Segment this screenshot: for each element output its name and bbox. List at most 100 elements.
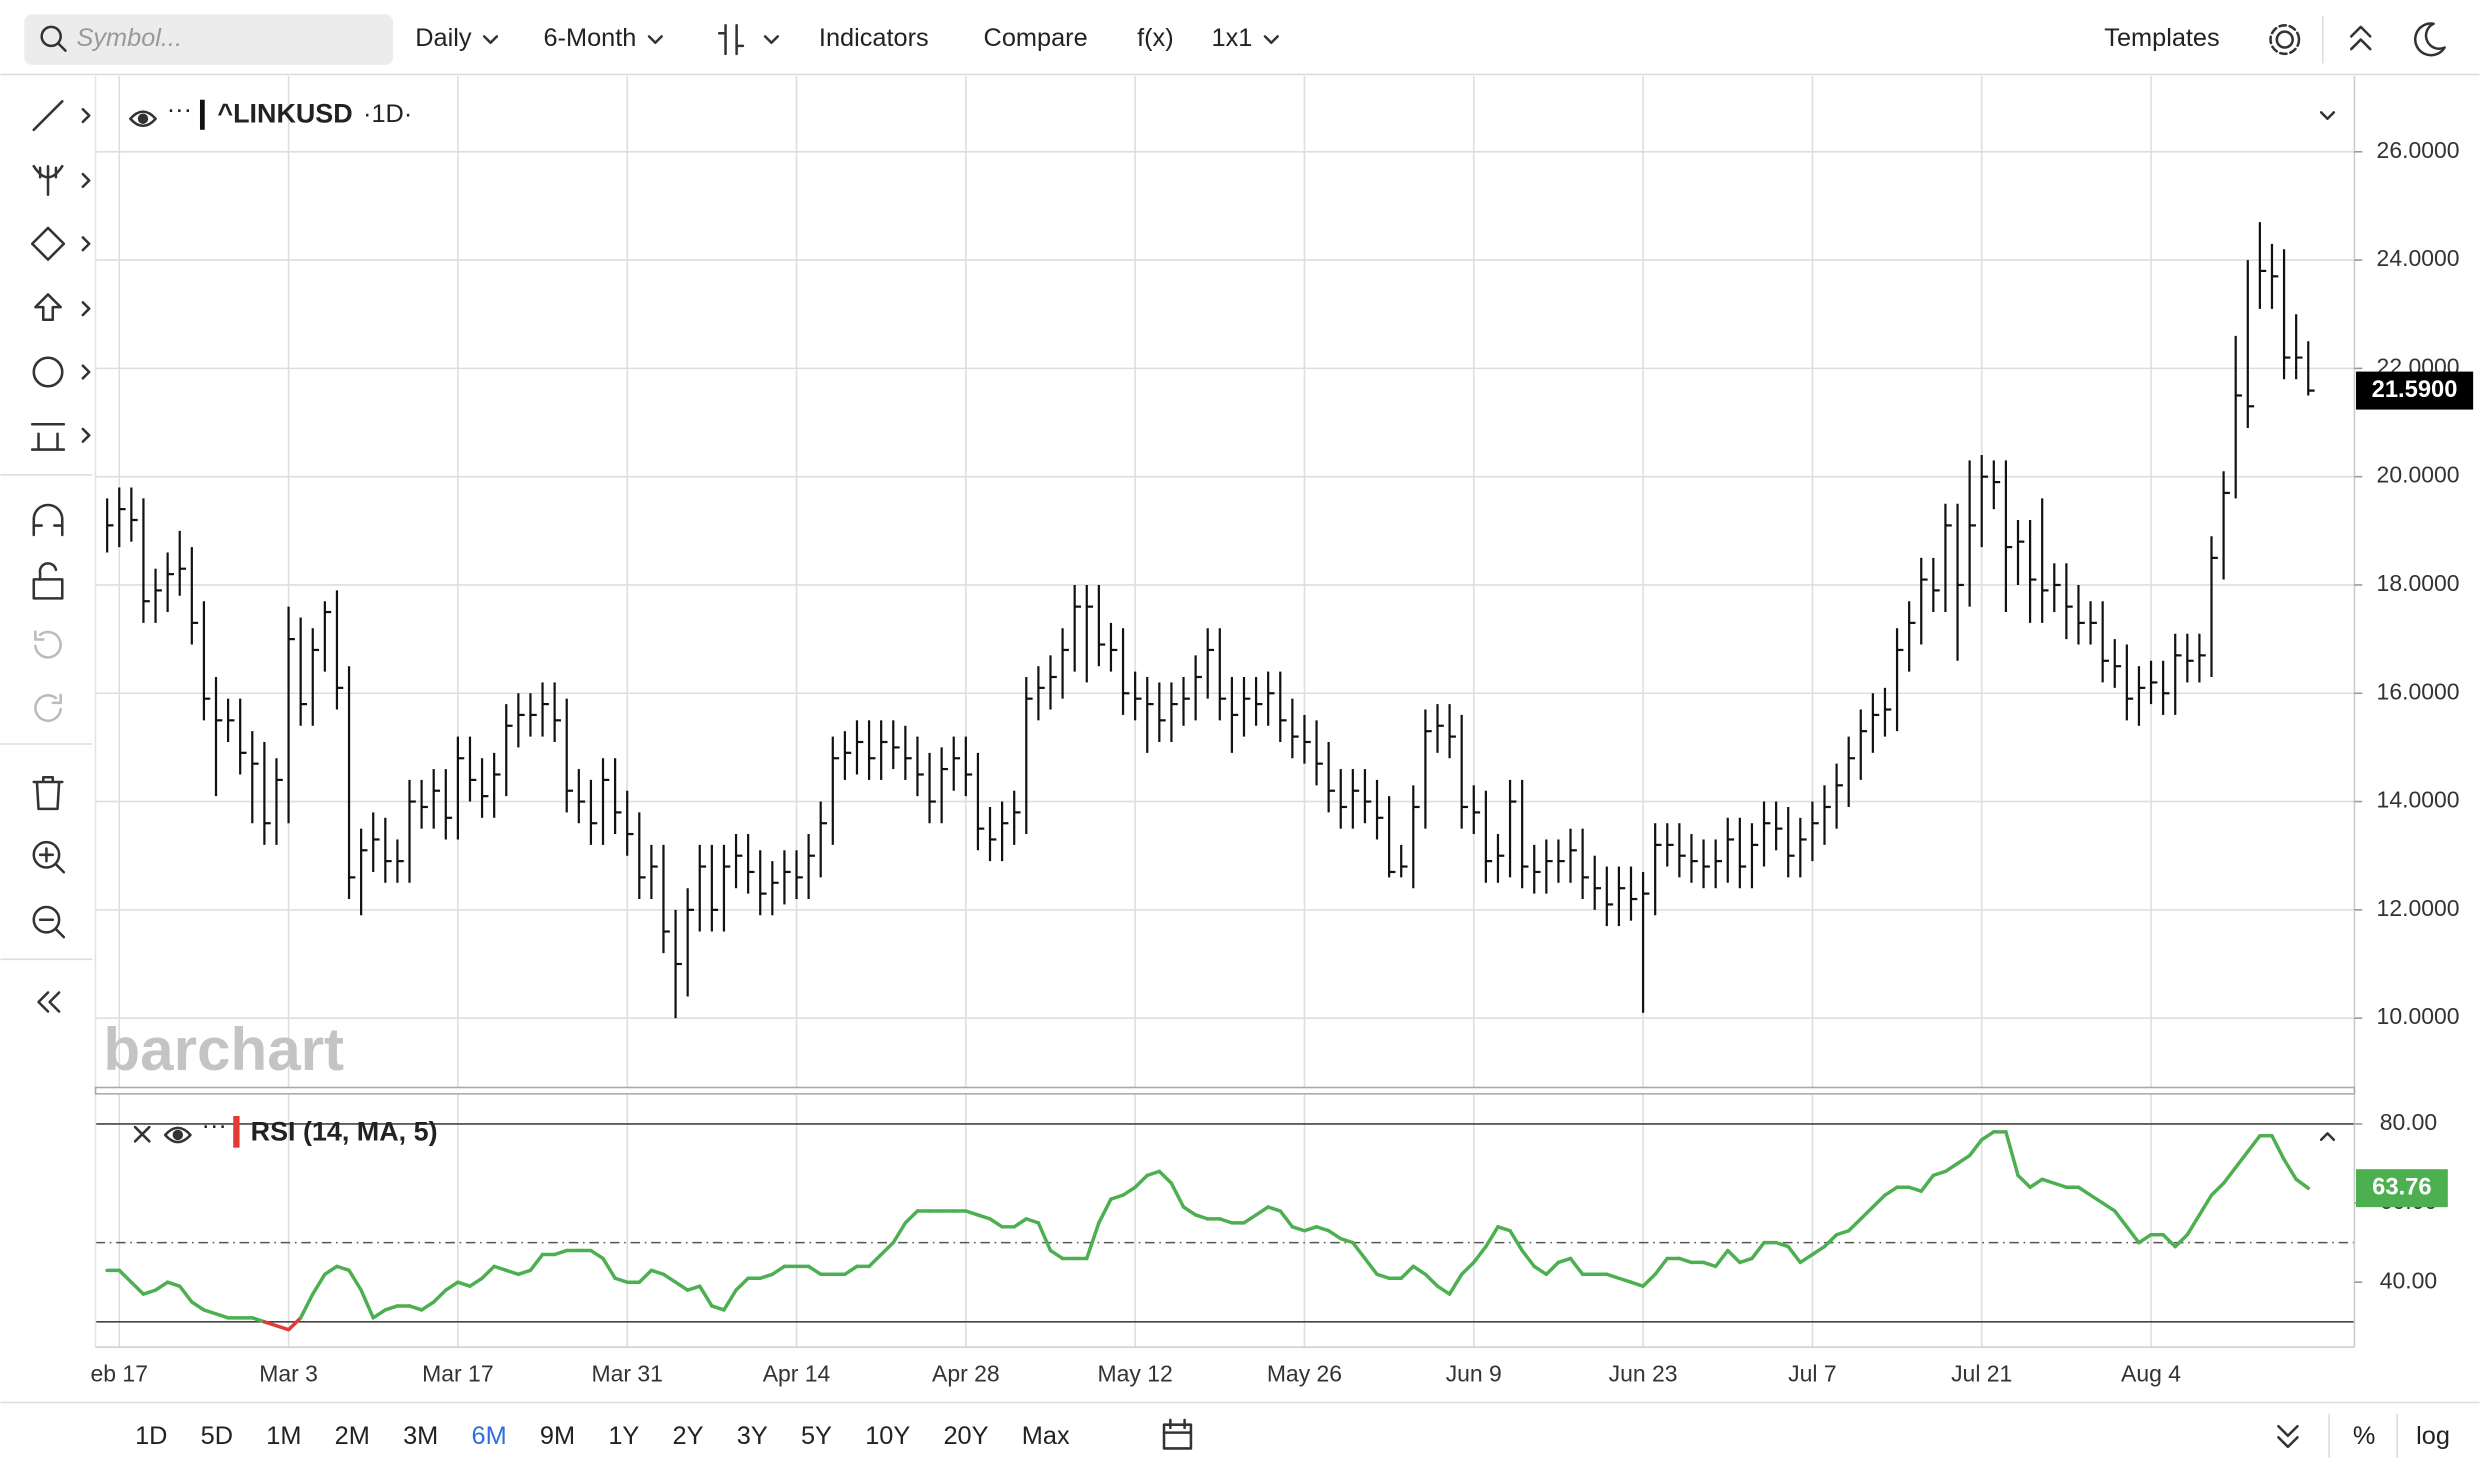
toolbar-button[interactable]: 1x1 (1212, 24, 1253, 52)
arrow-tool[interactable] (34, 293, 62, 322)
range-button[interactable]: 9M (540, 1422, 575, 1450)
rsi-segment (589, 1248, 605, 1261)
rsi-segment (1423, 1272, 1440, 1288)
range-button[interactable]: 1D (135, 1422, 167, 1450)
range-button[interactable]: 20Y (943, 1422, 988, 1450)
visibility-icon[interactable] (163, 1126, 192, 1144)
rsi-segment (673, 1280, 690, 1292)
search-placeholder: Symbol... (77, 24, 183, 52)
rsi-segment (1242, 1213, 1258, 1225)
toolbar-button[interactable]: Indicators (819, 24, 929, 52)
collapse-icon[interactable] (2349, 25, 2372, 51)
rsi-segment (2294, 1177, 2310, 1190)
range-button[interactable]: 2M (335, 1422, 370, 1450)
visibility-icon[interactable] (129, 110, 157, 128)
y-tick-label: 20.0000 (2377, 462, 2460, 488)
rsi-segment (1181, 1205, 1198, 1217)
rsi-segment (141, 1288, 158, 1296)
range-button[interactable]: Max (1022, 1422, 1070, 1450)
rsi-segment (613, 1276, 629, 1284)
rsi-segment (1302, 1225, 1319, 1233)
toolbar-button[interactable]: Daily (415, 24, 472, 52)
rsi-segment (504, 1268, 521, 1277)
last-price-label: 21.5900 (2372, 377, 2458, 403)
bar-type-icon[interactable] (717, 24, 780, 56)
range-button[interactable]: 1M (266, 1422, 301, 1450)
range-button[interactable]: 3Y (737, 1422, 768, 1450)
redo[interactable] (34, 693, 62, 722)
rsi-segment (2088, 1193, 2105, 1205)
rsi-segment (867, 1252, 883, 1269)
rsi-segment (165, 1280, 182, 1288)
range-button[interactable]: 5Y (801, 1422, 832, 1450)
lock-tool[interactable] (32, 578, 64, 600)
undo[interactable] (34, 630, 62, 659)
rsi-segment (1568, 1256, 1585, 1277)
settings-icon[interactable] (2269, 24, 2301, 56)
rsi-segment (468, 1276, 484, 1288)
rsi-segment (976, 1213, 992, 1221)
range-button[interactable]: 2Y (673, 1422, 704, 1450)
rsi-segment (1375, 1272, 1391, 1280)
rsi-segment (1048, 1248, 1065, 1261)
log-toggle[interactable]: log (2416, 1422, 2450, 1450)
rsi-segment (1955, 1153, 1972, 1166)
collapse-pane[interactable] (2319, 1132, 2336, 1142)
templates-button[interactable]: Templates (2104, 24, 2219, 52)
remove-indicator[interactable] (133, 1125, 151, 1143)
range-bar: 1D 5D 1M 2M 3M 6M 9M 1Y 2Y 3Y 5Y 10Y 20Y Max (135, 1422, 1070, 1450)
x-tick-label: Apr 28 (932, 1361, 1000, 1387)
rsi-segment (323, 1264, 339, 1277)
rsi-segment (758, 1272, 775, 1280)
measure-tool[interactable] (30, 422, 66, 451)
expand-icon[interactable] (2277, 1424, 2299, 1449)
percent-toggle[interactable]: % (2353, 1422, 2376, 1450)
zoom-in[interactable] (32, 840, 61, 869)
range-button[interactable]: 6M (472, 1422, 507, 1450)
rsi-segment (1036, 1221, 1053, 1253)
rsi-segment (250, 1316, 267, 1324)
lock-tool[interactable] (38, 562, 58, 581)
rsi-segment (1254, 1205, 1270, 1217)
rsi-segment (1544, 1260, 1561, 1277)
rsi-segment (601, 1256, 617, 1280)
collapse-pane[interactable] (2319, 111, 2336, 120)
magnet-tool[interactable] (32, 503, 64, 537)
rsi-segment (1157, 1169, 1174, 1186)
zoom-out[interactable] (32, 905, 61, 934)
sidebar (30, 100, 91, 1013)
more-menu[interactable]: ··· (202, 1112, 227, 1140)
range-button[interactable]: 1Y (608, 1422, 639, 1450)
range-button[interactable]: 5D (201, 1422, 233, 1450)
indicator-name: RSI (14, MA, 5) (251, 1117, 438, 1147)
rsi-segment (649, 1268, 666, 1277)
toolbar-button[interactable]: f(x) (1137, 24, 1174, 52)
rsi-segment (407, 1304, 424, 1312)
fork-tool[interactable] (32, 164, 64, 196)
rsi-segment (1859, 1205, 1875, 1221)
dark-mode-icon[interactable] (2414, 22, 2446, 57)
line-tool[interactable] (32, 100, 64, 132)
rsi-segment (1713, 1248, 1730, 1269)
more-menu[interactable]: ··· (167, 95, 192, 123)
collapse-sidebar[interactable] (37, 991, 61, 1013)
search-box[interactable] (24, 14, 394, 65)
rsi-segment (2052, 1181, 2069, 1189)
toolbar-button[interactable]: 6-Month (543, 24, 636, 52)
shape-tool[interactable] (30, 226, 66, 261)
delete-tool[interactable] (32, 775, 64, 811)
range-button[interactable]: 10Y (865, 1422, 910, 1450)
rsi-segment (1085, 1221, 1101, 1261)
note-tool[interactable] (32, 356, 64, 388)
calendar-icon[interactable] (1162, 1418, 1193, 1450)
rsi-segment (117, 1268, 134, 1284)
toolbar-button[interactable]: Compare (984, 24, 1088, 52)
rsi-segment (1617, 1276, 1633, 1284)
rsi-segment (1774, 1240, 1790, 1249)
x-tick-label: Jul 21 (1951, 1361, 2012, 1387)
rsi-segment (1532, 1264, 1549, 1277)
rsi-segment (879, 1240, 896, 1257)
range-button[interactable]: 3M (403, 1422, 438, 1450)
rsi-segment (1338, 1236, 1355, 1245)
y-tick-label: 16.0000 (2377, 678, 2460, 704)
